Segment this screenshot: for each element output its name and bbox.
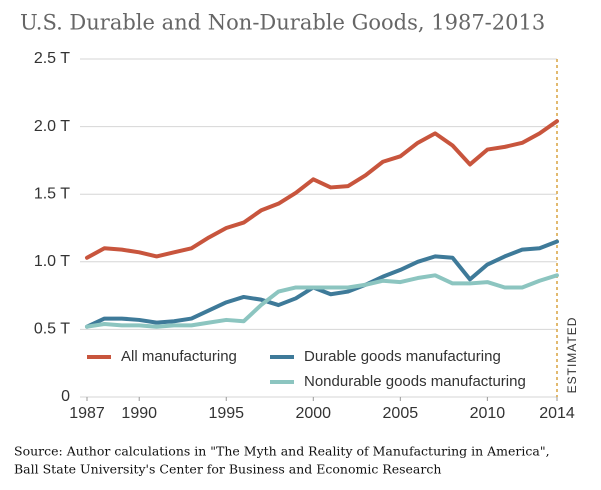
x-tick-label: 2000 [295, 405, 331, 422]
x-tick-label: 2014 [539, 405, 575, 422]
x-tick-label: 1995 [208, 405, 244, 422]
series-line [85, 239, 559, 329]
y-tick-label: 1.0 T [34, 253, 70, 270]
y-tick-label: 0.5 T [34, 321, 70, 338]
y-tick-label: 2.5 T [34, 50, 70, 67]
estimate-label: ESTIMATED [565, 317, 579, 394]
legend-label: All manufacturing [121, 348, 237, 365]
legend-label: Durable goods manufacturing [304, 348, 501, 365]
source-line: Source: Author calculations in "The Myth… [14, 444, 550, 459]
x-tick-label: 2010 [470, 405, 506, 422]
y-tick-label: 1.5 T [34, 185, 70, 202]
series-line [85, 119, 559, 260]
series-line [85, 273, 559, 329]
legend-label: Nondurable goods manufacturing [304, 373, 526, 390]
y-tick-label: 0 [61, 388, 70, 405]
x-tick-label: 1990 [121, 405, 157, 422]
x-tick-label: 1987 [69, 405, 105, 422]
x-tick-label: 2005 [383, 405, 419, 422]
source-line: Ball State University's Center for Busin… [14, 462, 441, 477]
chart-title: U.S. Durable and Non-Durable Goods, 1987… [20, 11, 545, 35]
y-tick-label: 2.0 T [34, 118, 70, 135]
